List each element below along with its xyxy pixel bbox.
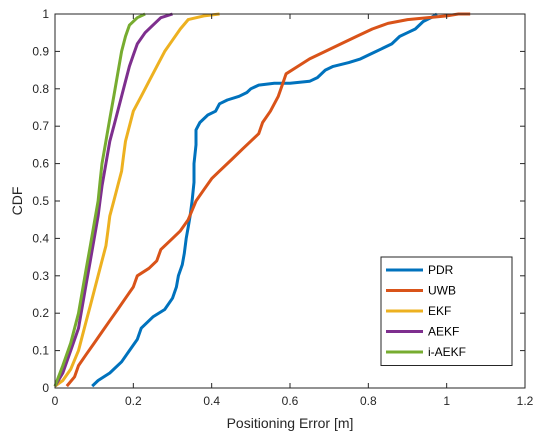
x-tick-label: 0.8 [360,394,377,408]
y-axis-label: CDF [9,187,25,216]
legend-label-i-aekf: i-AEKF [428,345,466,359]
y-tick-label: 0.5 [32,194,49,208]
legend-label-uwb: UWB [428,284,456,298]
y-tick-label: 0.3 [32,269,49,283]
y-tick-label: 0 [42,381,49,395]
axes-layer: 0 0.2 0.4 0.6 0.8 1 1.2 0 0.1 0.2 0.3 0.4 0.5 0.6 0.7 0… [32,7,533,408]
legend-label-aekf: AEKF [428,325,459,339]
series-line-i-aekf [53,12,146,387]
series-line-uwb [65,12,471,388]
legend-label-pdr: PDR [428,263,454,277]
legend: PDR UWB EKF AEKF i-AEKF [380,256,513,366]
x-tick-label: 1 [443,394,450,408]
x-tick-label: 0.4 [203,394,220,408]
y-tick-label: 0.1 [32,344,49,358]
x-tick-label: 1.2 [517,394,534,408]
y-tick-label: 0.6 [32,157,49,171]
y-tick-label: 0.2 [32,306,49,320]
y-tick-label: 0.9 [32,44,49,58]
x-tick-label: 0 [52,394,59,408]
series-line-pdr [91,12,438,388]
y-tick-label: 1 [42,7,49,21]
y-tick-label: 0.4 [32,231,49,245]
x-axis-label: Positioning Error [m] [227,415,354,431]
x-tick-label: 0.2 [125,394,142,408]
y-tick-label: 0.7 [32,119,49,133]
series-line-aekf [53,12,173,387]
series-line-ekf [54,12,220,388]
y-tick-label: 0.8 [32,82,49,96]
legend-label-ekf: EKF [428,304,451,318]
series-layer [53,12,471,388]
x-tick-label: 0.6 [282,394,299,408]
